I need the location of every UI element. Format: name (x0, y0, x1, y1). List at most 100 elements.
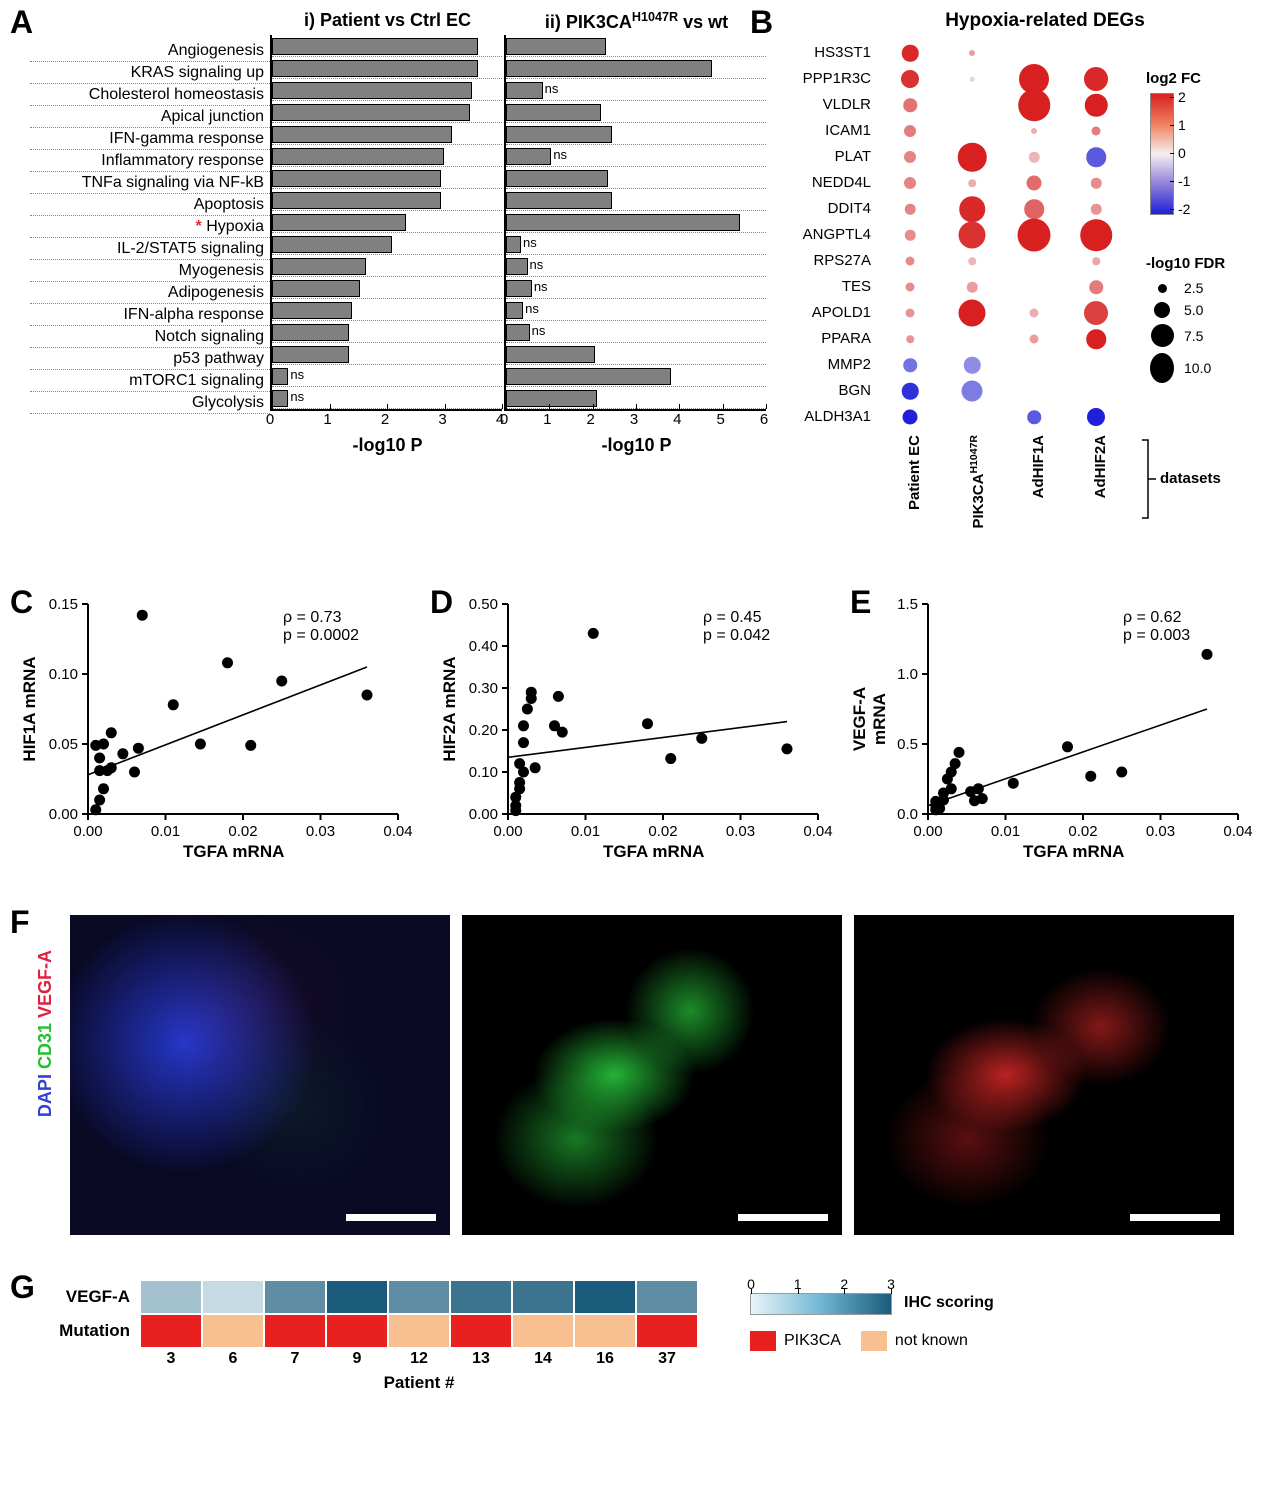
scatter-row: C0.000.010.020.030.040.000.050.100.15HIF… (10, 590, 1276, 890)
stain-labels: DAPI CD31 VEGF-A (35, 950, 56, 1117)
bar (272, 214, 406, 231)
dot (1031, 128, 1037, 134)
ns-label: ns (530, 257, 544, 272)
gene-label: PPP1R3C (790, 66, 875, 92)
a-term: IFN-alpha response (30, 304, 270, 326)
dot (1092, 127, 1101, 136)
svg-text:0.02: 0.02 (1068, 823, 1097, 840)
bar (506, 82, 543, 99)
bar (272, 368, 288, 385)
panel-b-label: B (750, 4, 773, 41)
ns-label: ns (290, 389, 304, 404)
panel-b-title: Hypoxia-related DEGs (820, 10, 1270, 32)
svg-text:0.04: 0.04 (803, 823, 832, 840)
tick-label: 5 (716, 411, 724, 428)
ihc-cell (450, 1280, 512, 1314)
scatter-svg: 0.000.010.020.030.040.00.51.01.5 (850, 590, 1258, 864)
svg-text:0.00: 0.00 (49, 806, 78, 823)
bar (506, 324, 530, 341)
dot (904, 151, 916, 163)
scatter-stats: ρ = 0.62p = 0.003 (1123, 609, 1190, 645)
size-legend-item: 5.0 (1150, 302, 1286, 318)
patient-label: 3 (140, 1350, 202, 1368)
a-term: KRAS signaling up (30, 62, 270, 84)
fc-legend-title: log2 FC (1146, 70, 1286, 87)
panel-a-xlabel2: -log10 P (504, 435, 769, 456)
svg-text:0.04: 0.04 (1223, 823, 1252, 840)
ns-label: ns (523, 235, 537, 250)
bar (506, 126, 612, 143)
a-term: IFN-gamma response (30, 128, 270, 150)
a-term: Cholesterol homeostasis (30, 84, 270, 106)
dot (906, 309, 915, 318)
svg-text:1.0: 1.0 (897, 666, 918, 683)
scatter-stats: ρ = 0.45p = 0.042 (703, 609, 770, 645)
dot (906, 335, 914, 343)
gene-label: BGN (790, 378, 875, 404)
dot (906, 257, 915, 266)
dot (959, 196, 985, 222)
mutation-cell (636, 1314, 698, 1348)
bar (272, 82, 472, 99)
dot (964, 357, 981, 374)
panel-c: C0.000.010.020.030.040.000.050.100.15HIF… (10, 590, 430, 890)
panel-f-images (70, 915, 1234, 1235)
mutation-legend-item: not known (861, 1331, 968, 1351)
svg-text:0.04: 0.04 (383, 823, 412, 840)
ihc-cell (574, 1280, 636, 1314)
bar (272, 104, 470, 121)
gene-label: HS3ST1 (790, 40, 875, 66)
dot (959, 222, 986, 249)
bar (506, 192, 612, 209)
dot (958, 143, 987, 172)
gene-label: ICAM1 (790, 118, 875, 144)
x-axis-label: TGFA mRNA (183, 842, 284, 862)
ns-label: ns (525, 301, 539, 316)
bar (272, 258, 366, 275)
mutation-legend-item: PIK3CA (750, 1331, 841, 1351)
dot (959, 300, 986, 327)
panel-g: G VEGF-A Mutation 36791213141637 Patient… (10, 1275, 1276, 1405)
size-legend-item: 2.5 (1150, 280, 1286, 296)
dot (905, 230, 916, 241)
panel-a-xlabel1: -log10 P (270, 435, 505, 456)
dot (968, 179, 976, 187)
dot (1091, 178, 1102, 189)
ns-label: ns (534, 279, 548, 294)
svg-text:0.5: 0.5 (897, 736, 918, 753)
scatter-stats: ρ = 0.73p = 0.0002 (283, 609, 359, 645)
svg-text:1.5: 1.5 (897, 596, 918, 613)
scalebar (738, 1214, 828, 1221)
dot (904, 125, 916, 137)
mutation-cell (326, 1314, 388, 1348)
gene-label: DDIT4 (790, 196, 875, 222)
dot (1086, 329, 1106, 349)
mutation-cell (512, 1314, 574, 1348)
a-term: p53 pathway (30, 348, 270, 370)
svg-text:0.10: 0.10 (49, 666, 78, 683)
panel-a: A AngiogenesisKRAS signaling upCholester… (10, 10, 750, 460)
gene-label: TES (790, 274, 875, 300)
svg-text:0.01: 0.01 (991, 823, 1020, 840)
a-term: Glycolysis (30, 392, 270, 414)
tick-label: 0 (266, 411, 274, 428)
dot (901, 70, 919, 88)
microscopy-image (854, 915, 1234, 1235)
panel-a-col2-title: ii) PIK3CAH1047R vs wt (504, 10, 769, 35)
panel-g-xtitle: Patient # (140, 1373, 698, 1393)
y-axis-label: VEGF-A mRNA (850, 659, 890, 779)
panel-f: F DAPI CD31 VEGF-A (10, 910, 1276, 1250)
dot (1030, 335, 1039, 344)
dot (1085, 94, 1108, 117)
a-term: mTORC1 signaling (30, 370, 270, 392)
colorbar-tick: 0 (1178, 145, 1186, 161)
scalebar (346, 1214, 436, 1221)
colorbar-tick: -1 (1178, 173, 1190, 189)
svg-text:0.15: 0.15 (49, 596, 78, 613)
y-axis-label: HIF2A mRNA (440, 649, 460, 769)
bar (272, 280, 360, 297)
panel-a-bars1: nsns (270, 35, 502, 411)
bar (272, 126, 452, 143)
colorbar-tick: -2 (1178, 201, 1190, 217)
dot (904, 177, 916, 189)
